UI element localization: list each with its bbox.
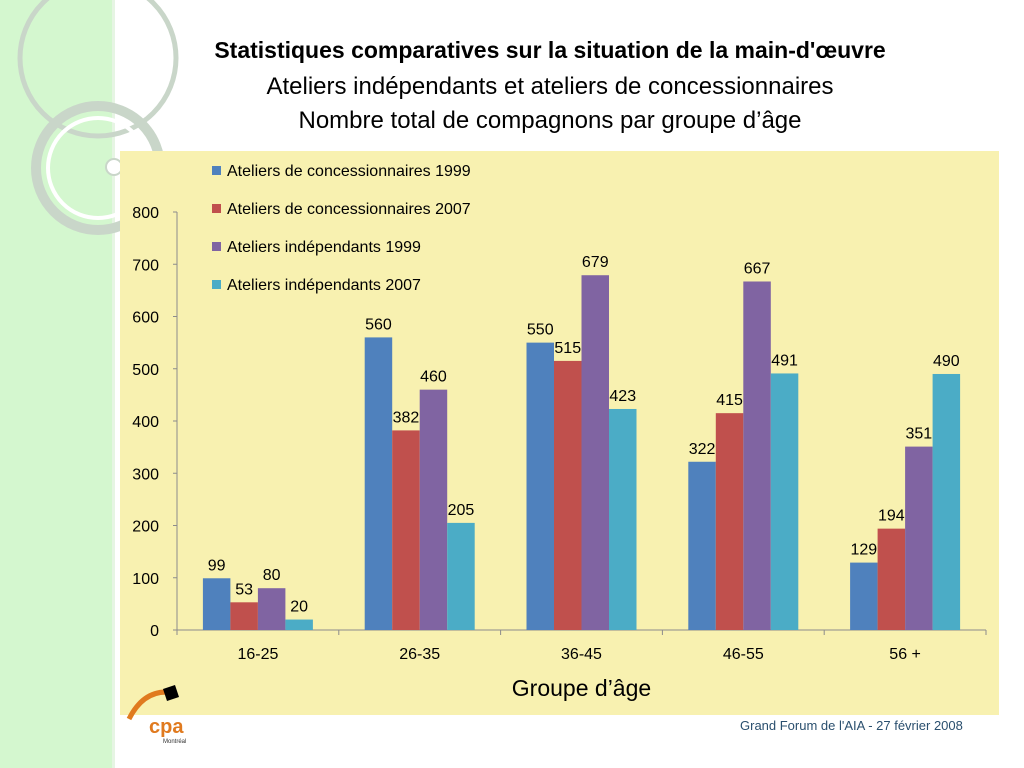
- bar: [905, 446, 933, 630]
- data-label: 205: [448, 502, 475, 519]
- bar-chart: 0 100 200 300 400 500 600 700 800 99 53 80 20 16-25 56…: [132, 163, 987, 701]
- bar: [364, 337, 393, 630]
- bar: [770, 373, 799, 630]
- data-label: 515: [554, 340, 581, 357]
- bar: [850, 562, 878, 630]
- y-tick-label: 300: [132, 466, 159, 483]
- data-label: 99: [208, 557, 226, 574]
- data-label: 560: [365, 316, 392, 333]
- footer-text: Grand Forum de l'AIA - 27 février 2008: [740, 718, 963, 733]
- bar: [877, 528, 906, 630]
- bar: [581, 275, 609, 630]
- y-tick-label: 800: [132, 205, 159, 222]
- legend-label: Ateliers de concessionnaires 2007: [227, 201, 471, 218]
- cpa-logo: cpa Montréal: [126, 685, 186, 745]
- data-label: 53: [235, 581, 253, 598]
- data-label: 80: [263, 567, 281, 584]
- data-label: 550: [527, 322, 554, 339]
- data-label: 460: [420, 369, 447, 386]
- chart-area: 0 100 200 300 400 500 600 700 800 99 53 80 20 16-25 56…: [120, 151, 999, 715]
- legend-swatch: [212, 166, 221, 175]
- data-label: 667: [744, 260, 771, 277]
- bar: [230, 602, 258, 630]
- legend-swatch: [212, 204, 221, 213]
- x-tick-label: 16-25: [237, 646, 278, 663]
- data-label: 423: [609, 388, 636, 405]
- data-label: 382: [393, 409, 420, 426]
- data-label: 322: [689, 441, 716, 458]
- bar: [526, 342, 554, 630]
- y-tick-label: 100: [132, 571, 159, 588]
- legend-label: Ateliers indépendants 2007: [227, 277, 421, 294]
- data-label: 679: [582, 254, 609, 271]
- x-tick-label: 26-35: [399, 646, 440, 663]
- logo-text: cpa: [149, 716, 184, 738]
- y-tick-label: 0: [150, 623, 159, 640]
- x-tick-label: 36-45: [561, 646, 602, 663]
- bar: [743, 281, 771, 630]
- x-axis-title: Groupe d’âge: [512, 675, 651, 701]
- bar: [715, 413, 744, 630]
- data-label: 491: [771, 352, 798, 369]
- decorative-ring-large: [17, 0, 179, 139]
- y-tick-label: 700: [132, 257, 159, 274]
- bar: [392, 430, 420, 630]
- bar: [202, 578, 231, 630]
- y-tick-label: 500: [132, 362, 159, 379]
- legend-swatch: [212, 242, 221, 251]
- bar: [554, 360, 582, 630]
- slide-title: Statistiques comparatives sur la situati…: [214, 37, 886, 63]
- bar: [257, 588, 286, 630]
- data-label: 20: [290, 599, 308, 616]
- y-tick-label: 600: [132, 310, 159, 327]
- y-tick-label: 200: [132, 519, 159, 536]
- x-tick-label: 46-55: [723, 646, 764, 663]
- slide-subtitle-1: Ateliers indépendants et ateliers de con…: [266, 73, 834, 100]
- data-label: 490: [933, 353, 960, 370]
- bar: [447, 522, 475, 630]
- y-tick-label: 400: [132, 414, 159, 431]
- logo-shape: [163, 685, 179, 701]
- data-label: 415: [716, 392, 743, 409]
- bar: [285, 619, 313, 630]
- data-label: 129: [850, 542, 877, 559]
- legend-label: Ateliers de concessionnaires 1999: [227, 163, 471, 180]
- bar: [609, 408, 637, 630]
- bar: [932, 373, 961, 630]
- bar: [688, 461, 716, 630]
- x-tick-label: 56 +: [889, 646, 921, 663]
- data-label: 194: [878, 508, 905, 525]
- legend-label: Ateliers indépendants 1999: [227, 239, 421, 256]
- data-label: 351: [905, 426, 932, 443]
- logo-subtext: Montréal: [163, 739, 186, 745]
- legend-swatch: [212, 280, 221, 289]
- decorative-sidebar: [0, 0, 115, 768]
- slide-subtitle-2: Nombre total de compagnons par groupe d’…: [298, 107, 802, 134]
- bar: [419, 389, 448, 630]
